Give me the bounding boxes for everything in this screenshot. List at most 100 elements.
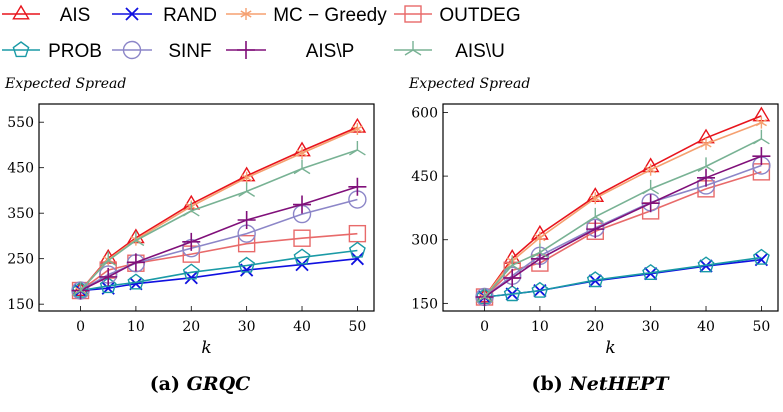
x-tick-label: 30 xyxy=(238,319,256,335)
data-point xyxy=(182,201,200,217)
chart-caption: (a) GRQC xyxy=(150,373,251,395)
legend-label: RAND xyxy=(163,5,217,26)
legend-marker-icon xyxy=(404,41,422,56)
data-point xyxy=(586,207,604,223)
data-point xyxy=(238,182,256,197)
series-line xyxy=(80,186,358,292)
data-point xyxy=(534,231,546,244)
chart-1: Expected Spread 150 250 350 450 550 0 10 20 30 40 5… xyxy=(4,76,375,395)
y-tick-label: 150 xyxy=(411,296,438,312)
x-tick-label: 50 xyxy=(348,319,366,335)
legend-marker-icon xyxy=(122,40,142,60)
data-point xyxy=(350,252,365,266)
data-point xyxy=(503,268,522,287)
data-point xyxy=(503,256,521,271)
data-point xyxy=(237,234,256,253)
caption-prefix: (a) xyxy=(150,373,187,395)
x-tick-label: 10 xyxy=(531,319,549,335)
data-point xyxy=(126,253,145,272)
legend-entry: AIS xyxy=(2,4,91,26)
caption-dataset: GRQC xyxy=(187,373,251,395)
chart-caption: (b) NetHEPT xyxy=(532,373,671,395)
y-tick-label: 450 xyxy=(7,161,34,177)
series-mc-greedy xyxy=(478,116,767,304)
data-point xyxy=(589,192,601,205)
legend-marker-icon xyxy=(240,8,252,20)
series-line xyxy=(484,256,762,298)
data-point xyxy=(295,257,309,272)
legend-marker-icon xyxy=(12,4,30,20)
data-point xyxy=(72,281,89,297)
data-point xyxy=(296,147,308,160)
y-axis-label: Expected Spread xyxy=(408,76,530,92)
legend-label: MC − Greedy xyxy=(273,5,387,26)
data-point xyxy=(293,159,311,175)
series-line xyxy=(483,121,762,298)
legend: AIS RAND MC − Greedy OUTDEG PROB SINF AIS\P AIS… xyxy=(2,4,521,62)
data-point xyxy=(241,171,253,184)
data-point xyxy=(348,241,366,258)
series-line xyxy=(483,115,762,298)
series-rand xyxy=(73,252,365,298)
series-ais-u xyxy=(476,129,770,303)
data-point xyxy=(127,273,145,290)
legend-label: AIS\P xyxy=(306,41,355,62)
legend-entry: PROB xyxy=(2,41,102,62)
data-point xyxy=(476,288,493,303)
y-axis-label: Expected Spread xyxy=(4,76,126,92)
caption-dataset: NetHEPT xyxy=(568,373,670,395)
data-point xyxy=(641,194,660,213)
legend-label: SINF xyxy=(168,41,211,62)
legend-marker-icon xyxy=(125,7,139,21)
legend-label: AIS\U xyxy=(455,41,505,62)
legend-entry: MC − Greedy xyxy=(226,5,387,26)
data-point xyxy=(586,220,605,239)
data-point xyxy=(752,147,771,166)
series-ais-p xyxy=(71,177,367,300)
x-tick-label: 50 xyxy=(752,319,770,335)
plot-frame xyxy=(38,103,375,312)
x-tick-label: 40 xyxy=(293,319,311,335)
data-point xyxy=(700,137,712,150)
data-point xyxy=(697,157,715,172)
series-line xyxy=(483,138,762,298)
data-point xyxy=(697,256,715,273)
x-axis-label: k xyxy=(605,338,615,358)
plot-frame xyxy=(442,103,779,312)
legend-entry: OUTDEG xyxy=(394,5,521,26)
x-tick-label: 10 xyxy=(127,319,145,335)
legend-entry: AIS\U xyxy=(394,41,505,62)
chart-2: Expected Spread 150 300 450 600 0 10 20 30 40 50 k (… xyxy=(408,76,779,395)
series-line xyxy=(80,249,358,292)
data-point xyxy=(752,248,770,265)
y-tick-label: 600 xyxy=(411,105,438,121)
legend-label: PROB xyxy=(48,41,102,62)
data-point xyxy=(238,256,256,273)
data-point xyxy=(182,263,200,280)
data-point xyxy=(293,248,311,265)
y-tick-label: 350 xyxy=(7,206,34,222)
data-point xyxy=(753,129,770,145)
legend-marker-icon xyxy=(404,5,422,23)
data-point xyxy=(699,259,713,273)
series-line xyxy=(80,257,358,292)
legend-entry: RAND xyxy=(112,5,217,26)
data-point xyxy=(99,267,118,286)
x-tick-label: 30 xyxy=(642,319,660,335)
data-point xyxy=(99,251,117,267)
y-tick-label: 550 xyxy=(7,115,34,131)
series-line xyxy=(80,198,358,292)
x-axis-label: k xyxy=(201,338,211,358)
y-tick-label: 450 xyxy=(411,169,438,185)
data-point xyxy=(531,243,549,259)
series-ais-p xyxy=(475,147,771,307)
data-point xyxy=(503,285,521,302)
legend-label: AIS xyxy=(60,5,91,26)
y-tick-label: 250 xyxy=(7,252,34,268)
data-point xyxy=(645,163,657,176)
series-sinf xyxy=(71,190,367,300)
data-point xyxy=(293,229,311,247)
legend-entry: SINF xyxy=(112,40,212,62)
x-tick-label: 40 xyxy=(697,319,715,335)
data-point xyxy=(348,177,367,196)
